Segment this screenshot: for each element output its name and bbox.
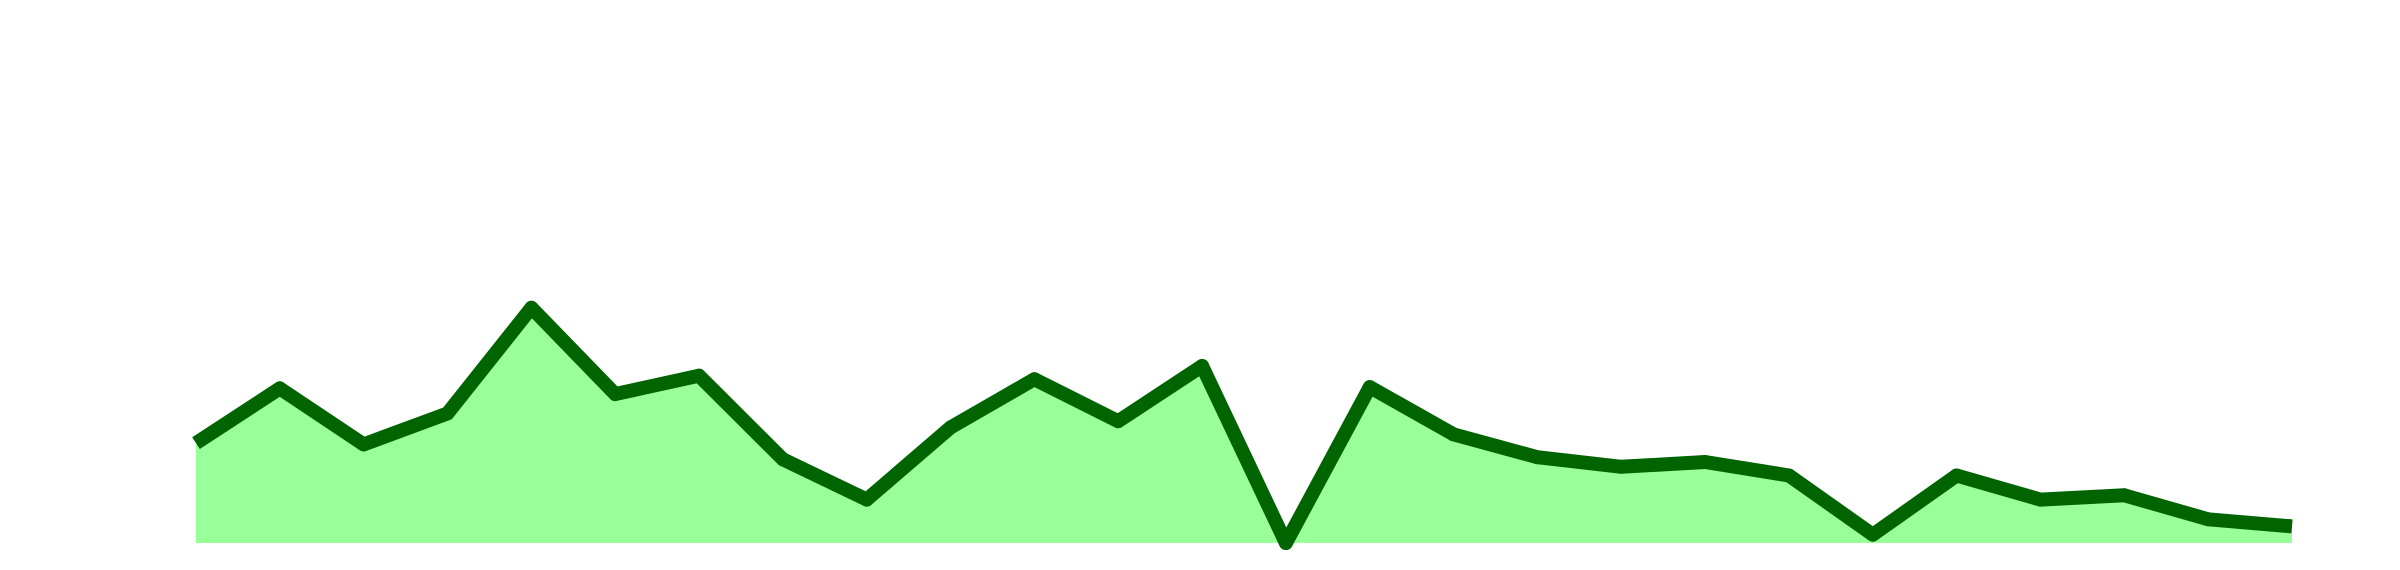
data-point — [1195, 359, 1210, 373]
data-point — [1782, 468, 1796, 483]
data-point — [1530, 450, 1545, 465]
data-point — [272, 381, 287, 396]
data-points — [272, 300, 2216, 550]
data-point — [1698, 455, 1713, 469]
data-point — [1865, 527, 1880, 542]
data-point — [1027, 372, 1042, 387]
data-point — [2033, 492, 2048, 507]
data-point — [2201, 512, 2216, 527]
data-point — [2117, 488, 2132, 503]
data-point — [1949, 468, 1964, 483]
data-point — [1111, 414, 1126, 429]
data-point — [692, 368, 706, 383]
data-point — [356, 437, 371, 452]
data-point — [1614, 459, 1629, 474]
data-point — [524, 300, 539, 315]
series-area-fill — [196, 307, 2292, 543]
data-point — [1278, 536, 1293, 550]
data-point — [1362, 380, 1377, 395]
data-point — [608, 387, 623, 402]
data-point — [775, 452, 790, 467]
series-line — [192, 300, 2293, 550]
data-point — [440, 406, 455, 421]
data-point — [1446, 427, 1461, 442]
data-point — [859, 492, 874, 507]
data-point — [943, 420, 958, 435]
